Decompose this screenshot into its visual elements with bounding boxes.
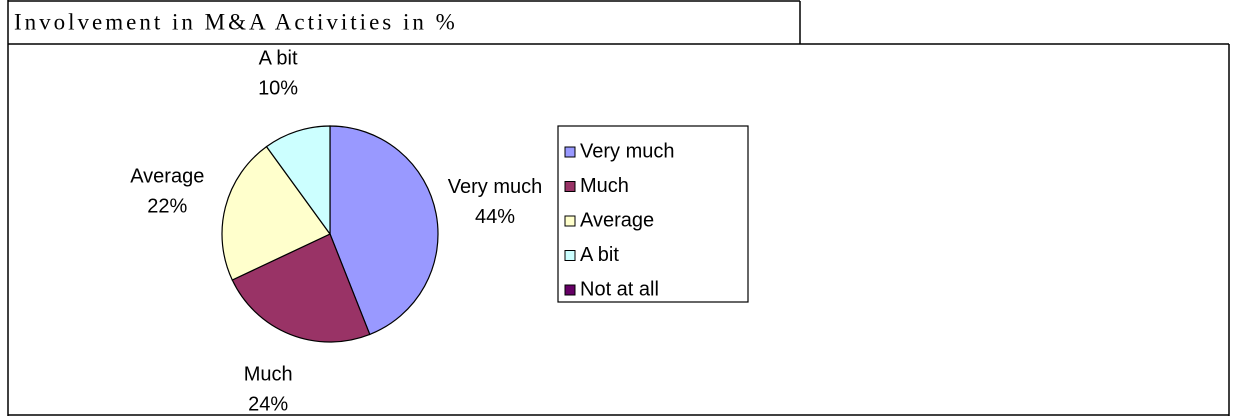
legend-label: A bit: [580, 244, 619, 266]
legend-swatch: [564, 181, 576, 192]
legend-label: Much: [580, 175, 629, 197]
legend-swatch: [564, 146, 576, 158]
pie-slice: [221, 145, 331, 281]
slice-value-label: 22%: [147, 196, 187, 218]
pie-slice: [329, 125, 439, 336]
slice-label: Average: [130, 166, 204, 188]
legend-swatch: [564, 250, 576, 261]
legend-label: Not at all: [580, 278, 659, 300]
pie-slice: [231, 233, 371, 343]
legend-swatch: [564, 284, 576, 296]
slice-value-label: 24%: [248, 393, 288, 415]
slice-label: Very much: [448, 176, 542, 198]
legend-swatch: [564, 215, 576, 227]
chart-title: Involvement in M&A Activities in %: [14, 9, 458, 34]
legend-label: Average: [580, 209, 654, 231]
pie-slice: [265, 125, 331, 236]
slice-value-label: 10%: [258, 78, 298, 100]
slice-value-label: 44%: [475, 206, 515, 228]
slice-label: Much: [244, 363, 293, 385]
slice-label: A bit: [259, 48, 298, 70]
legend-label: Very much: [580, 140, 674, 162]
legend-box: [557, 125, 749, 303]
